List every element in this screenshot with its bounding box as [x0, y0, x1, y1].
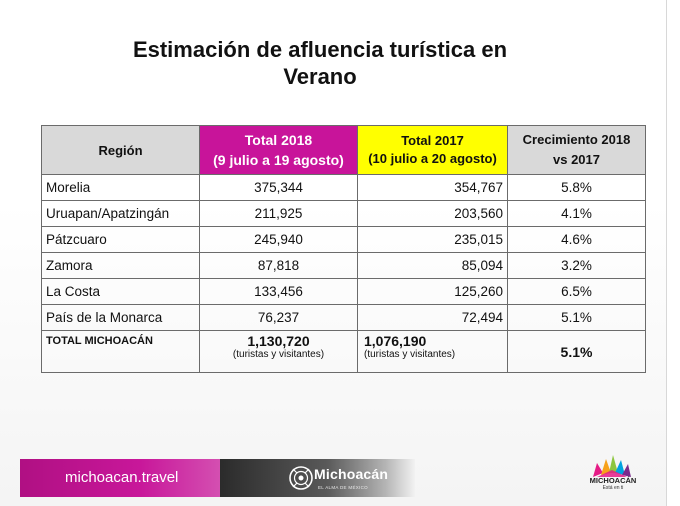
total-growth: 5.1%	[507, 330, 646, 373]
cell-region: Zamora	[41, 252, 200, 279]
total-2018-value: 1,130,720	[247, 333, 310, 349]
total-2018-note: (turistas y visitantes)	[232, 349, 325, 360]
cell-total-2018: 133,456	[199, 278, 358, 305]
footer-dark-bar	[220, 459, 415, 497]
header-total-2018-range: (9 julio a 19 agosto)	[213, 152, 344, 168]
title-line-2: Verano	[283, 64, 357, 89]
cell-region: País de la Monarca	[41, 304, 200, 331]
slide-title: Estimación de afluencia turística en Ver…	[70, 36, 570, 90]
total-2017-cell: 1,076,190 (turistas y visitantes)	[357, 330, 508, 373]
cell-growth: 6.5%	[507, 278, 646, 305]
michoacan-emblem-icon	[289, 466, 313, 490]
total-2018-cell: 1,130,720 (turistas y visitantes)	[199, 330, 358, 373]
footer-site-link: michoacan.travel	[65, 469, 179, 486]
cell-total-2018: 76,237	[199, 304, 358, 331]
cell-total-2018: 375,344	[199, 174, 358, 201]
michoacan-crown-logo-icon	[593, 455, 631, 477]
cell-growth: 3.2%	[507, 252, 646, 279]
table-row: País de la Monarca 76,237 72,494 5.1%	[41, 304, 646, 331]
cell-total-2017: 72,494	[357, 304, 508, 331]
cell-region: Morelia	[41, 174, 200, 201]
cell-growth: 4.6%	[507, 226, 646, 253]
cell-growth: 5.1%	[507, 304, 646, 331]
cell-growth: 5.8%	[507, 174, 646, 201]
cell-region: Uruapan/Apatzingán	[41, 200, 200, 227]
total-2017-note: (turistas y visitantes)	[364, 349, 456, 360]
cell-total-2017: 125,260	[357, 278, 508, 305]
cell-total-2017: 354,767	[357, 174, 508, 201]
header-total-2017-label: Total 2017	[401, 133, 464, 148]
header-total-2018-label: Total 2018	[244, 132, 313, 148]
cell-total-2018: 245,940	[199, 226, 358, 253]
brand-tagline: EL ALMA DE MÉXICO	[318, 485, 368, 490]
header-total-2017: Total 2017 (10 julio a 20 agosto)	[357, 125, 508, 175]
cell-region: Pátzcuaro	[41, 226, 200, 253]
logo-name: MICHOACÁN	[589, 476, 637, 485]
brand-name: Michoacán	[314, 466, 389, 482]
cell-total-2018: 211,925	[199, 200, 358, 227]
header-total-2017-range: (10 julio a 20 agosto)	[368, 151, 497, 166]
title-line-1: Estimación de afluencia turística en	[132, 37, 508, 62]
cell-total-2018: 87,818	[199, 252, 358, 279]
header-growth: Crecimiento 2018 vs 2017	[507, 125, 646, 175]
cell-growth: 4.1%	[507, 200, 646, 227]
table-row: Uruapan/Apatzingán 211,925 203,560 4.1%	[41, 200, 646, 227]
table-row: Zamora 87,818 85,094 3.2%	[41, 252, 646, 279]
cell-total-2017: 235,015	[357, 226, 508, 253]
header-growth-line-1: Crecimiento 2018	[522, 132, 631, 147]
tourism-table: Región Total 2018 (9 julio a 19 agosto) …	[41, 125, 646, 373]
table-row: Pátzcuaro 245,940 235,015 4.6%	[41, 226, 646, 253]
cell-region: La Costa	[41, 278, 200, 305]
table-total-row: TOTAL MICHOACÁN 1,130,720 (turistas y vi…	[41, 330, 646, 373]
cell-total-2017: 203,560	[357, 200, 508, 227]
total-label: TOTAL MICHOACÁN	[41, 330, 200, 373]
table-header-row: Región Total 2018 (9 julio a 19 agosto) …	[41, 125, 646, 175]
header-total-2018: Total 2018 (9 julio a 19 agosto)	[199, 125, 358, 175]
table-row: Morelia 375,344 354,767 5.8%	[41, 174, 646, 201]
footer-magenta-bar: michoacan.travel	[20, 459, 220, 497]
total-2017-value: 1,076,190	[364, 333, 427, 349]
table-row: La Costa 133,456 125,260 6.5%	[41, 278, 646, 305]
logo-tagline: Está en ti	[602, 485, 624, 491]
cell-total-2017: 85,094	[357, 252, 508, 279]
header-growth-line-2: vs 2017	[553, 152, 600, 167]
right-margin	[667, 0, 680, 506]
header-region: Región	[41, 125, 200, 175]
